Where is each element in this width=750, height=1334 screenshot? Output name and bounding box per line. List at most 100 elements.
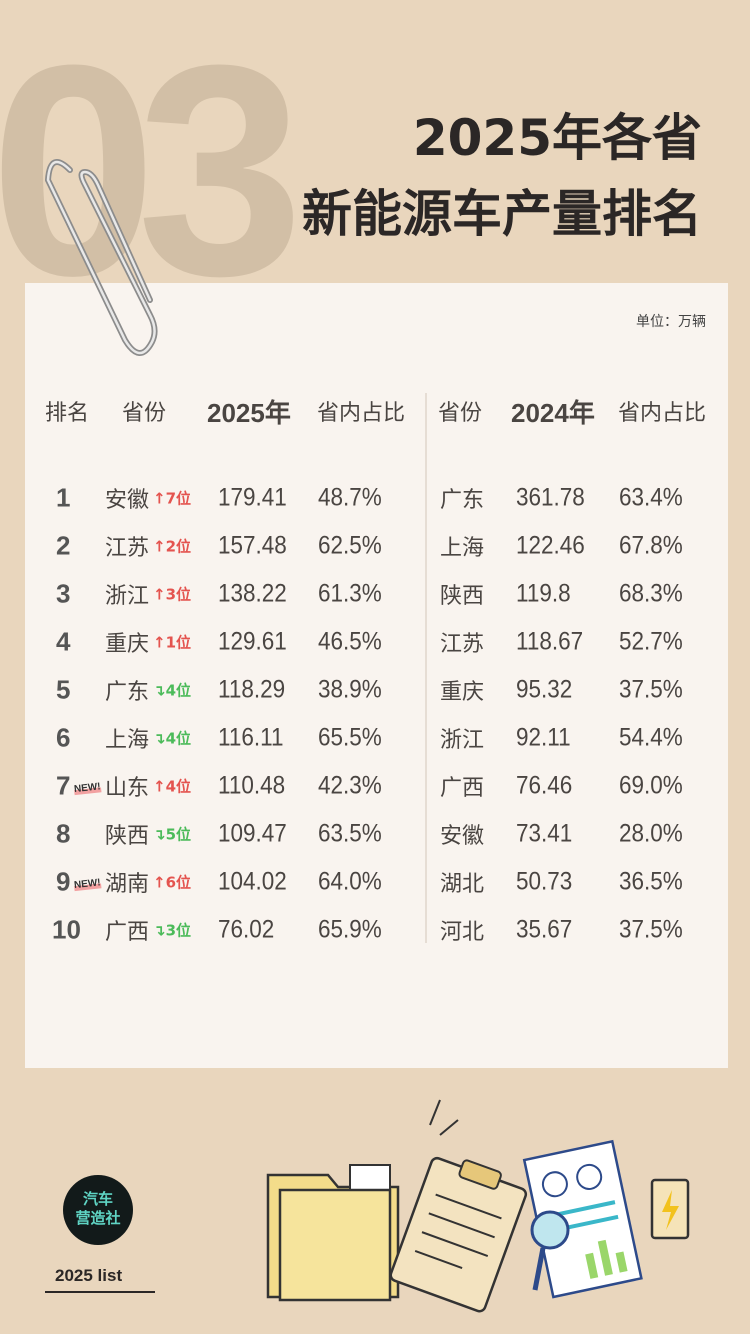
value-2025: 110.48 — [218, 771, 286, 800]
rank-change: ↴4位 — [153, 680, 191, 701]
value-2025: 179.41 — [218, 483, 287, 512]
rank-change-text: 2位 — [165, 537, 192, 556]
value-2025: 76.02 — [218, 915, 275, 944]
clipboard-icon — [389, 1156, 528, 1313]
rank-number: 4 — [56, 626, 71, 657]
province-2024: 河北 — [440, 920, 485, 945]
value-2024: 92.11 — [516, 723, 571, 752]
rank-change: ↑6位 — [153, 872, 191, 893]
folder-icon — [266, 1164, 400, 1302]
share-2024: 52.7% — [619, 627, 683, 656]
value-2024: 118.67 — [516, 627, 584, 656]
value-2024: 76.46 — [516, 771, 573, 800]
share-2024: 68.3% — [619, 579, 683, 608]
ranking-card: 单位：万辆 排名 省份 2025年 省内占比 省份 2024年 省内占比 1 安徽… — [25, 283, 728, 1068]
rank-change-text: 6位 — [165, 873, 192, 892]
rank-number: 7 — [56, 770, 71, 801]
rank-number: 8 — [56, 818, 71, 849]
province-2025: 陕西 — [105, 824, 150, 849]
arrow-down-icon: ↴ — [153, 681, 166, 700]
rank-change-text: 3位 — [165, 921, 192, 940]
arrow-down-icon: ↴ — [153, 729, 166, 748]
rank-change-text: 4位 — [165, 729, 192, 748]
arrow-up-icon: ↑ — [153, 585, 166, 604]
value-2025: 129.61 — [218, 627, 287, 656]
value-2025: 116.11 — [218, 723, 284, 752]
report-icon — [522, 1139, 643, 1299]
share-2025: 48.7% — [318, 483, 382, 512]
new-badge: NEW! — [73, 877, 102, 892]
header-share-2024: 省内占比 — [618, 401, 707, 426]
share-2024: 28.0% — [619, 819, 683, 848]
share-2024: 67.8% — [619, 531, 683, 560]
share-2025: 65.9% — [318, 915, 382, 944]
province-2025: 重庆 — [105, 632, 150, 657]
value-2025: 118.29 — [218, 675, 286, 704]
rank-number: 10 — [52, 914, 81, 945]
province-2025: 广东 — [105, 680, 150, 705]
value-2024: 95.32 — [516, 675, 573, 704]
share-2025: 62.5% — [318, 531, 382, 560]
rank-change-text: 4位 — [165, 681, 192, 700]
share-2024: 37.5% — [619, 675, 683, 704]
rank-change-text: 1位 — [165, 633, 192, 652]
value-2024: 50.73 — [516, 867, 573, 896]
rank-change: ↴4位 — [153, 728, 191, 749]
rank-number: 3 — [56, 578, 71, 609]
logo-line-1: 汽车 — [82, 1190, 113, 1208]
arrow-up-icon: ↑ — [153, 633, 166, 652]
province-2024: 广东 — [440, 488, 485, 513]
share-2024: 37.5% — [619, 915, 683, 944]
rank-number: 6 — [56, 722, 71, 753]
province-2024: 江苏 — [440, 632, 485, 657]
share-2025: 63.5% — [318, 819, 382, 848]
value-2024: 35.67 — [516, 915, 573, 944]
province-2025: 上海 — [105, 728, 150, 753]
province-2024: 重庆 — [440, 680, 485, 705]
arrow-down-icon: ↴ — [153, 825, 166, 844]
value-2024: 361.78 — [516, 483, 585, 512]
province-2024: 安徽 — [440, 824, 485, 849]
province-2025: 湖南 — [105, 872, 150, 897]
rank-change: ↑2位 — [153, 536, 191, 557]
rank-change: ↑3位 — [153, 584, 191, 605]
rank-change-text: 5位 — [165, 825, 192, 844]
rank-change: ↴3位 — [153, 920, 191, 941]
value-2025: 157.48 — [218, 531, 287, 560]
header-rank: 排名 — [45, 401, 90, 426]
province-2025: 广西 — [105, 920, 150, 945]
rank-change-text: 7位 — [165, 489, 192, 508]
province-2024: 湖北 — [440, 872, 485, 897]
share-2024: 69.0% — [619, 771, 683, 800]
list-label: 2025 list — [55, 1266, 123, 1285]
underline-divider — [45, 1291, 155, 1293]
value-2025: 104.02 — [218, 867, 287, 896]
header-share-2025: 省内占比 — [317, 401, 406, 426]
value-2024: 122.46 — [516, 531, 585, 560]
share-2025: 65.5% — [318, 723, 382, 752]
rank-number: 1 — [56, 482, 71, 513]
province-2024: 广西 — [440, 776, 485, 801]
office-illustration — [266, 1099, 690, 1313]
header-province-2024: 省份 — [438, 401, 483, 426]
page-title: 2025年各省 新能源车产量排名 — [302, 100, 702, 252]
share-2025: 46.5% — [318, 627, 382, 656]
rank-change-text: 4位 — [165, 777, 192, 796]
value-2025: 138.22 — [218, 579, 287, 608]
new-badge: NEW! — [73, 781, 102, 796]
province-2025: 山东 — [105, 776, 150, 801]
arrow-up-icon: ↑ — [153, 489, 166, 508]
share-2025: 64.0% — [318, 867, 382, 896]
paperclip-icon — [44, 159, 158, 356]
rank-change-text: 3位 — [165, 585, 192, 604]
arrow-up-icon: ↑ — [153, 537, 166, 556]
arrow-down-icon: ↴ — [153, 921, 166, 940]
header-value-2025: 2025年 — [207, 398, 291, 428]
share-2024: 63.4% — [619, 483, 683, 512]
brand-logo: 汽车 营造社 — [63, 1175, 133, 1245]
rank-number: 2 — [56, 530, 71, 561]
rank-number: 9 — [56, 866, 71, 897]
arrow-up-icon: ↑ — [153, 873, 166, 892]
province-2025: 浙江 — [105, 584, 150, 609]
rank-change: ↑7位 — [153, 488, 191, 509]
